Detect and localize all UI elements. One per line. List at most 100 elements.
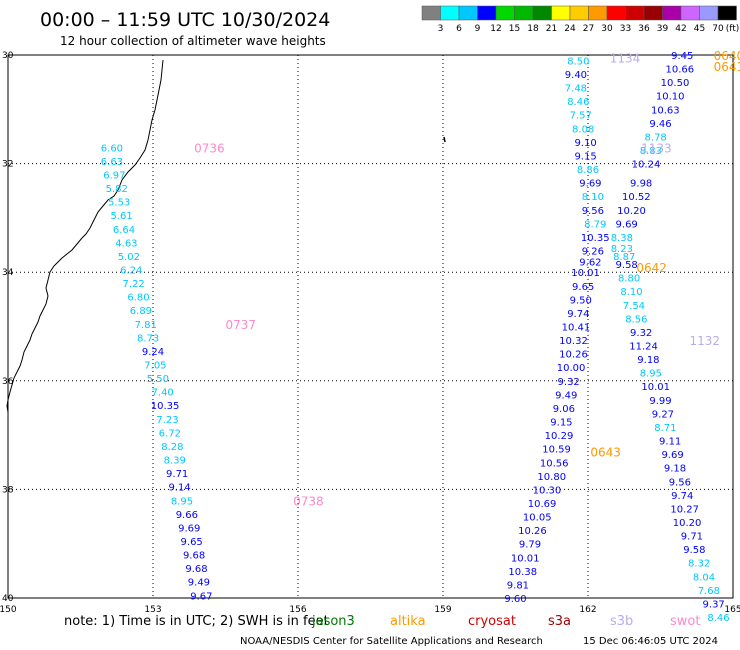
wave-height-value: 10.56	[540, 458, 569, 469]
colorbar-swatch	[643, 5, 663, 21]
x-tick-label: 153	[144, 605, 161, 615]
wave-height-value: 9.37	[703, 599, 725, 610]
wave-height-value: 9.66	[176, 510, 198, 521]
colorbar-label: 18	[527, 24, 539, 34]
satellite-name-swot: swot	[670, 614, 700, 629]
wave-height-value: 10.38	[508, 567, 537, 578]
wave-height-value: 9.11	[659, 437, 681, 448]
x-tick-label: 162	[579, 605, 596, 615]
wave-height-value: 10.63	[651, 105, 680, 116]
wave-height-value: 8.56	[625, 314, 647, 325]
colorbar-label: 42	[675, 24, 686, 34]
wave-height-value: 8.32	[688, 559, 710, 570]
wave-height-value: 8.83	[640, 146, 662, 157]
pass-time-label: 1134	[610, 52, 641, 66]
wave-height-value: 5.82	[106, 184, 128, 195]
wave-height-value: 9.06	[553, 404, 575, 415]
wave-height-value: 10.69	[528, 499, 557, 510]
colorbar-swatch	[606, 5, 626, 21]
wave-height-value: 8.08	[572, 124, 594, 135]
wave-height-value: 4.63	[115, 238, 137, 249]
wave-height-value: 9.45	[671, 51, 693, 62]
wave-height-value: 6.97	[103, 170, 125, 181]
wave-height-value: 8.71	[654, 423, 676, 434]
wave-height-value: 9.68	[185, 564, 207, 575]
wave-height-value: 10.35	[581, 233, 610, 244]
colorbar-label: 33	[620, 24, 631, 34]
wave-height-value: 9.99	[649, 396, 671, 407]
wave-height-value: 10.20	[673, 518, 702, 529]
wave-height-value: 9.79	[519, 540, 541, 551]
colorbar-label: 24	[564, 24, 576, 34]
wave-height-value: 8.95	[640, 369, 662, 380]
pass-time-label: 0642	[636, 261, 667, 275]
wave-height-value: 7.05	[144, 361, 166, 372]
colorbar-swatch	[477, 5, 497, 21]
wave-height-value: 9.69	[178, 523, 200, 534]
colorbar-label: 6	[456, 24, 462, 34]
pass-time-label: 0738	[293, 494, 324, 508]
colorbar-swatch	[680, 5, 700, 21]
colorbar-swatch	[717, 5, 737, 21]
wave-height-value: 10.41	[562, 323, 591, 334]
wave-height-value: 10.30	[533, 485, 562, 496]
wave-height-value: 5.50	[147, 374, 169, 385]
pass-time-label: 1132	[690, 334, 721, 348]
wave-height-value: 8.95	[171, 496, 193, 507]
wave-height-value: 8.87	[613, 252, 635, 263]
credit-text: NOAA/NESDIS Center for Satellite Applica…	[240, 636, 543, 647]
wave-height-value: 8.86	[577, 165, 599, 176]
wave-height-value: 9.14	[168, 483, 190, 494]
track-s3b-east-descending: 8.50 9.40 7.48 8.46 7.57 8.08 9.10 9.15 8.86 9.69…	[504, 56, 609, 605]
wave-height-value: 10.01	[641, 382, 670, 393]
wave-height-value: 9.32	[630, 328, 652, 339]
wave-height-value: 8.28	[161, 442, 183, 453]
wave-height-value: 9.10	[574, 138, 596, 149]
wave-height-value: 5.02	[118, 252, 140, 263]
colorbar-label: 3	[438, 24, 444, 34]
wave-height-value: 9.15	[574, 151, 596, 162]
wave-height-value: 10.50	[661, 78, 690, 89]
wave-height-value: 7.48	[565, 84, 587, 95]
wave-height-value: 10.59	[542, 445, 571, 456]
wave-height-value: 8.50	[567, 56, 589, 67]
wave-height-value: 8.73	[137, 333, 159, 344]
wave-height-value: 8.46	[707, 613, 729, 624]
wave-height-value: 8.38	[611, 233, 633, 244]
wave-height-value: 6.24	[120, 265, 142, 276]
wave-height-value: 10.00	[557, 363, 586, 374]
colorbar-label: 12	[490, 24, 501, 34]
colorbar-unit: (ft)	[726, 24, 740, 34]
wave-height-value: 9.69	[616, 219, 638, 230]
colorbar-label: 15	[509, 24, 520, 34]
wave-height-value: 10.32	[559, 336, 588, 347]
colorbar-swatch	[699, 5, 719, 21]
wave-height-value: 8.78	[645, 132, 667, 143]
x-tick-label: 156	[289, 605, 306, 615]
wave-height-value: 9.68	[183, 551, 205, 562]
wave-height-value: 10.26	[559, 350, 588, 361]
footer-note: note: 1) Time is in UTC; 2) SWH is in fe…	[64, 614, 700, 629]
wave-height-value: 9.74	[567, 309, 589, 320]
wave-height-value: 9.32	[558, 377, 580, 388]
colorbar-swatch	[588, 5, 608, 21]
colorbar-swatch	[551, 5, 571, 21]
colorbar-swatch	[421, 5, 441, 21]
map-grid: 150 153 156 159 162 165 30 32 34 36 38 40	[0, 51, 740, 615]
wave-height-value: 9.27	[652, 409, 674, 420]
colorbar-swatch	[514, 5, 534, 21]
x-tick-label: 159	[434, 605, 451, 615]
wave-height-value: 9.81	[507, 580, 529, 591]
wave-height-value: 10.29	[545, 431, 574, 442]
wave-height-value: 10.80	[537, 472, 566, 483]
wave-height-value: 5.61	[110, 211, 132, 222]
wave-height-value: 9.56	[582, 206, 604, 217]
wave-height-value: 9.50	[570, 295, 592, 306]
wave-height-value: 6.60	[101, 143, 123, 154]
wave-height-value: 10.66	[666, 65, 695, 76]
colorbar-label: 21	[546, 24, 557, 34]
altimeter-tracks: 6.60 6.63 6.97 5.82 5.53 5.61 6.64 4.63 5.02 6.24…	[101, 49, 740, 624]
